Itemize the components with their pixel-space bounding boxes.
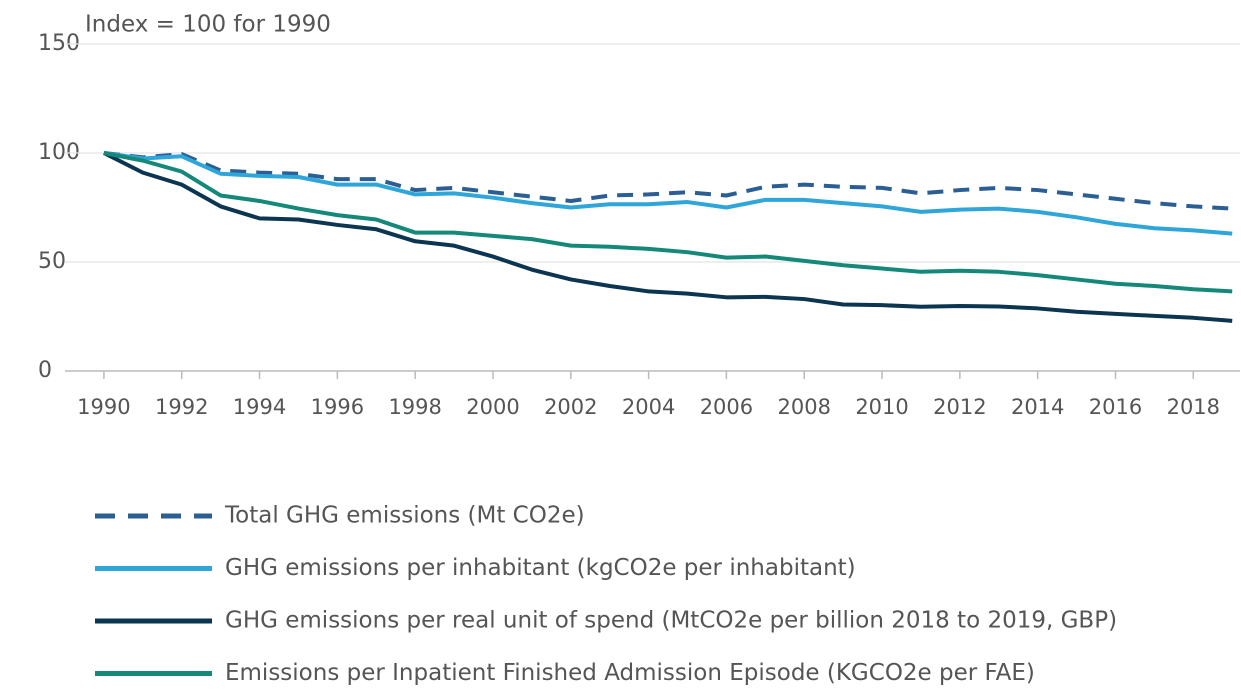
x-tick-label: 2006: [700, 395, 753, 419]
x-tick-label: 2004: [622, 395, 675, 419]
y-tick-label: 0: [38, 358, 52, 383]
x-tick-label: 2018: [1167, 395, 1220, 419]
x-tick-label: 1996: [311, 395, 364, 419]
series-line: [103, 151, 1233, 211]
y-tick-label: 50: [38, 249, 66, 274]
annotation: Index = 100 for 1990: [85, 12, 331, 38]
series-line: [103, 151, 1233, 236]
x-tick-label: 1990: [77, 395, 130, 419]
x-tick-label: 2008: [778, 395, 831, 419]
x-tick-label: 2002: [544, 395, 597, 419]
x-tick-label: 1992: [155, 395, 208, 419]
legend-label: Emissions per Inpatient Finished Admissi…: [225, 660, 1035, 686]
x-tick-label: 2000: [466, 395, 519, 419]
x-tick-label: 1994: [233, 395, 286, 419]
legend-label: GHG emissions per real unit of spend (Mt…: [225, 608, 1117, 634]
x-tick-label: 2010: [855, 395, 908, 419]
legend-label: Total GHG emissions (Mt CO2e): [224, 503, 585, 529]
series-line: [103, 151, 1233, 294]
x-tick-label: 1998: [388, 395, 441, 419]
x-tick-label: 2016: [1089, 395, 1142, 419]
x-tick-label: 2012: [933, 395, 986, 419]
series-line: [103, 151, 1233, 323]
legend-label: GHG emissions per inhabitant (kgCO2e per…: [225, 555, 856, 581]
x-tick-label: 2014: [1011, 395, 1064, 419]
